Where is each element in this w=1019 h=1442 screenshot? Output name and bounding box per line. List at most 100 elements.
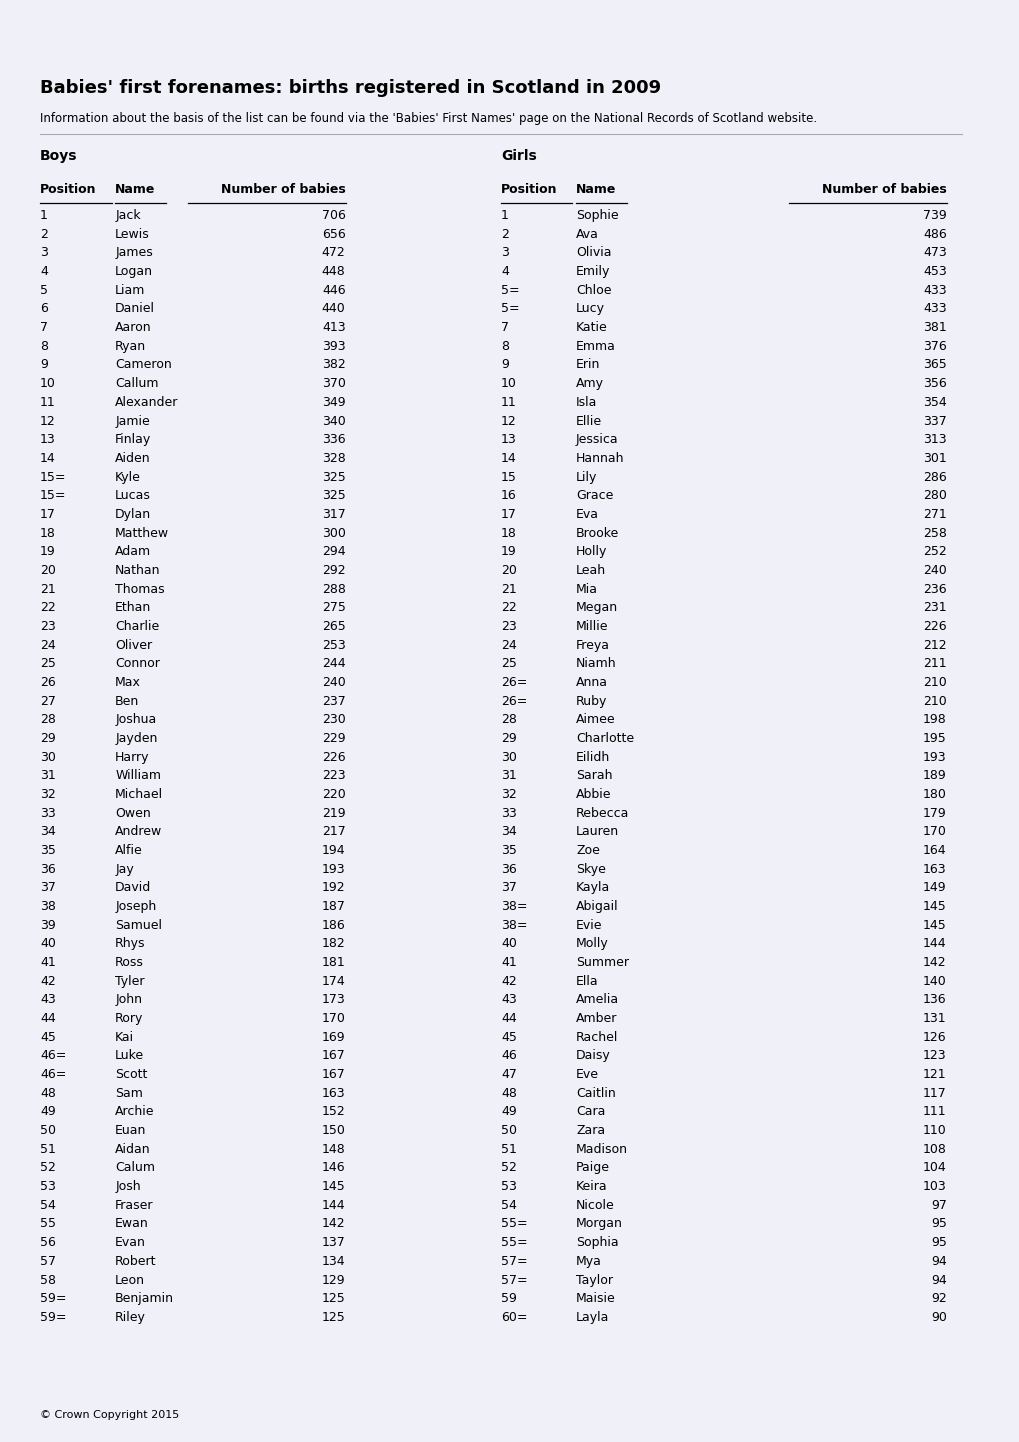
- Text: 47: 47: [500, 1069, 517, 1082]
- Text: 5=: 5=: [500, 303, 519, 316]
- Text: Girls: Girls: [500, 149, 536, 163]
- Text: Katie: Katie: [576, 322, 607, 335]
- Text: 8: 8: [500, 340, 508, 353]
- Text: 187: 187: [321, 900, 345, 913]
- Text: 17: 17: [40, 508, 56, 521]
- Text: 36: 36: [500, 862, 516, 875]
- Text: 45: 45: [40, 1031, 56, 1044]
- Text: 57=: 57=: [500, 1255, 527, 1268]
- Text: Eilidh: Eilidh: [576, 751, 609, 764]
- Text: © Crown Copyright 2015: © Crown Copyright 2015: [40, 1410, 179, 1420]
- Text: Layla: Layla: [576, 1311, 608, 1324]
- Text: 453: 453: [922, 265, 946, 278]
- Text: Taylor: Taylor: [576, 1273, 612, 1286]
- Text: Owen: Owen: [115, 806, 151, 819]
- Text: 337: 337: [922, 414, 946, 427]
- Text: 144: 144: [322, 1198, 345, 1211]
- Text: 164: 164: [922, 844, 946, 857]
- Text: Samuel: Samuel: [115, 919, 162, 932]
- Text: 15=: 15=: [40, 489, 66, 502]
- Text: 253: 253: [322, 639, 345, 652]
- Text: 129: 129: [322, 1273, 345, 1286]
- Text: Mia: Mia: [576, 583, 597, 596]
- Text: 265: 265: [322, 620, 345, 633]
- Text: 180: 180: [922, 787, 946, 800]
- Text: Aaron: Aaron: [115, 322, 152, 335]
- Text: 37: 37: [500, 881, 517, 894]
- Text: 3: 3: [500, 247, 508, 260]
- Text: 473: 473: [922, 247, 946, 260]
- Text: 48: 48: [40, 1087, 56, 1100]
- Text: 244: 244: [322, 658, 345, 671]
- Text: Morgan: Morgan: [576, 1217, 623, 1230]
- Text: Amelia: Amelia: [576, 994, 619, 1007]
- Text: 94: 94: [930, 1273, 946, 1286]
- Text: 14: 14: [40, 451, 56, 464]
- Text: 145: 145: [322, 1180, 345, 1193]
- Text: John: John: [115, 994, 142, 1007]
- Text: Max: Max: [115, 676, 141, 689]
- Text: 26=: 26=: [500, 695, 527, 708]
- Text: Millie: Millie: [576, 620, 608, 633]
- Text: 194: 194: [322, 844, 345, 857]
- Text: Kyle: Kyle: [115, 470, 141, 483]
- Text: Sam: Sam: [115, 1087, 143, 1100]
- Text: 288: 288: [321, 583, 345, 596]
- Text: 217: 217: [322, 825, 345, 838]
- Text: 448: 448: [322, 265, 345, 278]
- Text: Archie: Archie: [115, 1106, 155, 1119]
- Text: Sarah: Sarah: [576, 770, 611, 783]
- Text: Keira: Keira: [576, 1180, 607, 1193]
- Text: Finlay: Finlay: [115, 433, 151, 446]
- Text: Position: Position: [500, 183, 556, 196]
- Text: Charlie: Charlie: [115, 620, 159, 633]
- Text: 17: 17: [500, 508, 517, 521]
- Text: 381: 381: [922, 322, 946, 335]
- Text: 26: 26: [40, 676, 56, 689]
- Text: Scott: Scott: [115, 1069, 148, 1082]
- Text: Kayla: Kayla: [576, 881, 609, 894]
- Text: 23: 23: [40, 620, 56, 633]
- Text: 142: 142: [322, 1217, 345, 1230]
- Text: Daisy: Daisy: [576, 1050, 610, 1063]
- Text: 446: 446: [322, 284, 345, 297]
- Text: 313: 313: [922, 433, 946, 446]
- Text: 28: 28: [40, 714, 56, 727]
- Text: 38=: 38=: [500, 919, 527, 932]
- Text: 42: 42: [40, 975, 56, 988]
- Text: Sophie: Sophie: [576, 209, 619, 222]
- Text: Harry: Harry: [115, 751, 150, 764]
- Text: Lewis: Lewis: [115, 228, 150, 241]
- Text: Megan: Megan: [576, 601, 618, 614]
- Text: 142: 142: [922, 956, 946, 969]
- Text: 30: 30: [500, 751, 517, 764]
- Text: Rory: Rory: [115, 1012, 144, 1025]
- Text: 46=: 46=: [40, 1069, 66, 1082]
- Text: 30: 30: [40, 751, 56, 764]
- Text: 170: 170: [321, 1012, 345, 1025]
- Text: 57: 57: [40, 1255, 56, 1268]
- Text: 22: 22: [40, 601, 56, 614]
- Text: 123: 123: [922, 1050, 946, 1063]
- Text: Niamh: Niamh: [576, 658, 616, 671]
- Text: 48: 48: [500, 1087, 517, 1100]
- Text: 1: 1: [40, 209, 48, 222]
- Text: 226: 226: [322, 751, 345, 764]
- Text: 108: 108: [922, 1142, 946, 1156]
- Text: Jessica: Jessica: [576, 433, 619, 446]
- Text: 95: 95: [930, 1236, 946, 1249]
- Text: Adam: Adam: [115, 545, 151, 558]
- Text: Robert: Robert: [115, 1255, 157, 1268]
- Text: Mya: Mya: [576, 1255, 601, 1268]
- Text: 137: 137: [322, 1236, 345, 1249]
- Text: Boys: Boys: [40, 149, 77, 163]
- Text: Fraser: Fraser: [115, 1198, 154, 1211]
- Text: Ewan: Ewan: [115, 1217, 149, 1230]
- Text: 43: 43: [40, 994, 56, 1007]
- Text: 92: 92: [930, 1292, 946, 1305]
- Text: 45: 45: [500, 1031, 517, 1044]
- Text: 174: 174: [322, 975, 345, 988]
- Text: Zara: Zara: [576, 1125, 604, 1138]
- Text: 140: 140: [922, 975, 946, 988]
- Text: 38: 38: [40, 900, 56, 913]
